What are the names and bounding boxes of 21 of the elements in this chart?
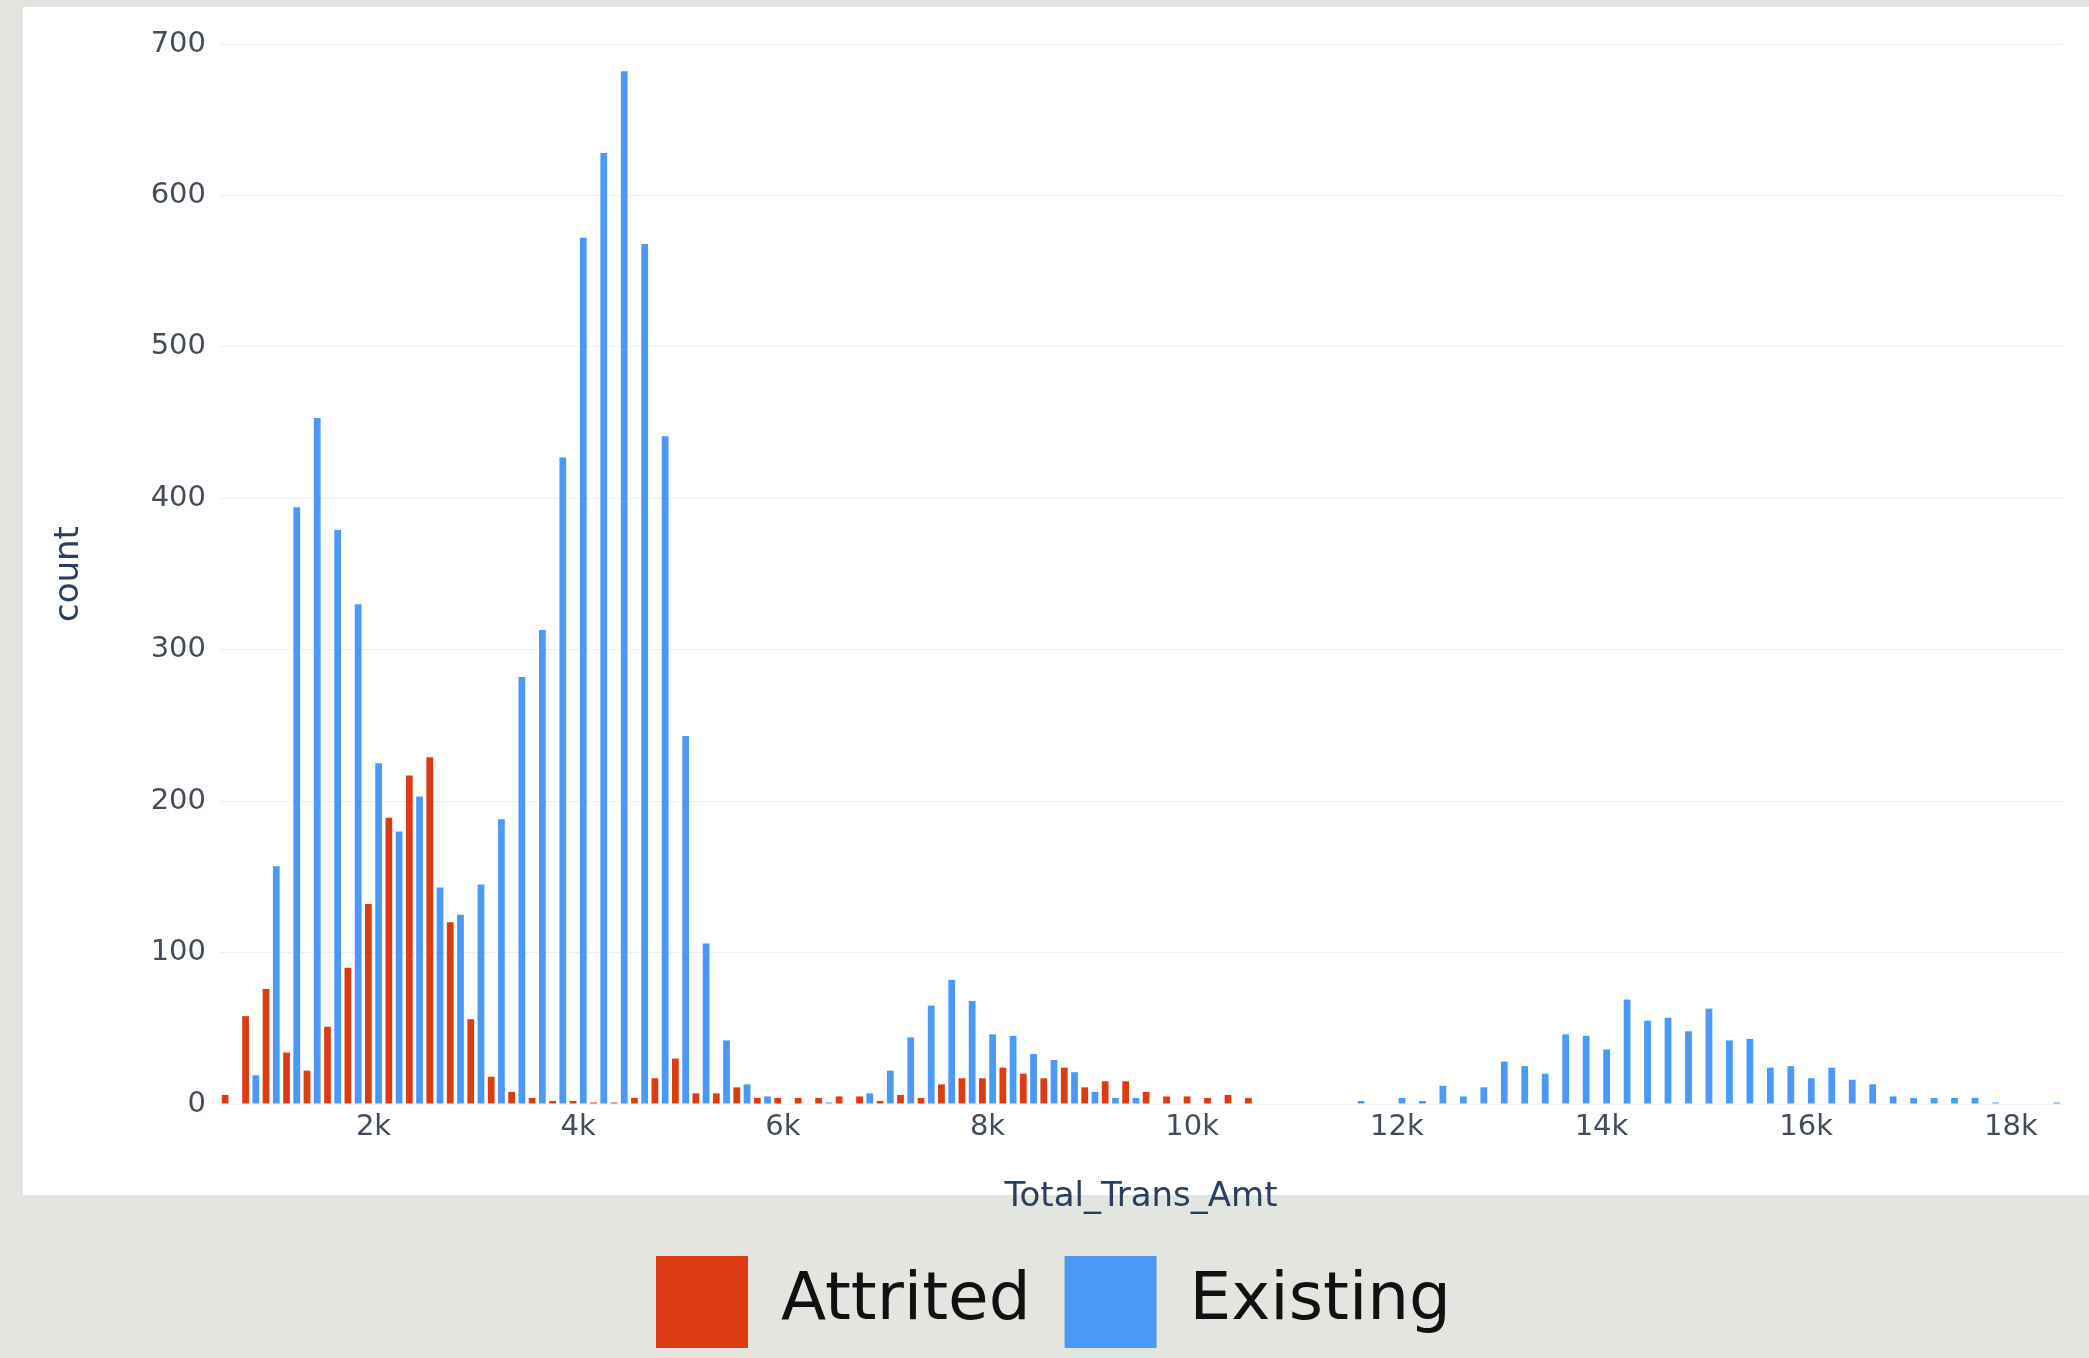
x-tick-label: 18k (1983, 1107, 2038, 1142)
y-axis-title: count (46, 526, 87, 622)
x-tick-label: 6k (765, 1107, 801, 1142)
legend-label: Attrited (780, 1258, 1031, 1336)
x-tick-label: 16k (1779, 1107, 1834, 1142)
y-tick-label: 500 (150, 327, 206, 362)
x-tick-label: 14k (1574, 1107, 1629, 1142)
legend-label: Existing (1189, 1258, 1452, 1336)
y-tick-label: 600 (150, 175, 206, 210)
x-tick-label: 12k (1369, 1107, 1424, 1142)
x-tick-label: 8k (969, 1107, 1006, 1142)
x-tick-label: 10k (1165, 1107, 1220, 1142)
x-axis-title: Total_Trans_Amt (1003, 1174, 1278, 1215)
y-tick-label: 200 (150, 781, 206, 816)
y-tick-label: 300 (150, 630, 206, 665)
x-tick-label: 2k (355, 1107, 392, 1142)
y-tick-label: 700 (150, 24, 206, 59)
y-tick-label: 400 (150, 478, 206, 513)
x-tick-label: 4k (560, 1107, 596, 1142)
y-tick-label: 0 (187, 1084, 206, 1119)
y-tick-label: 100 (150, 933, 206, 968)
